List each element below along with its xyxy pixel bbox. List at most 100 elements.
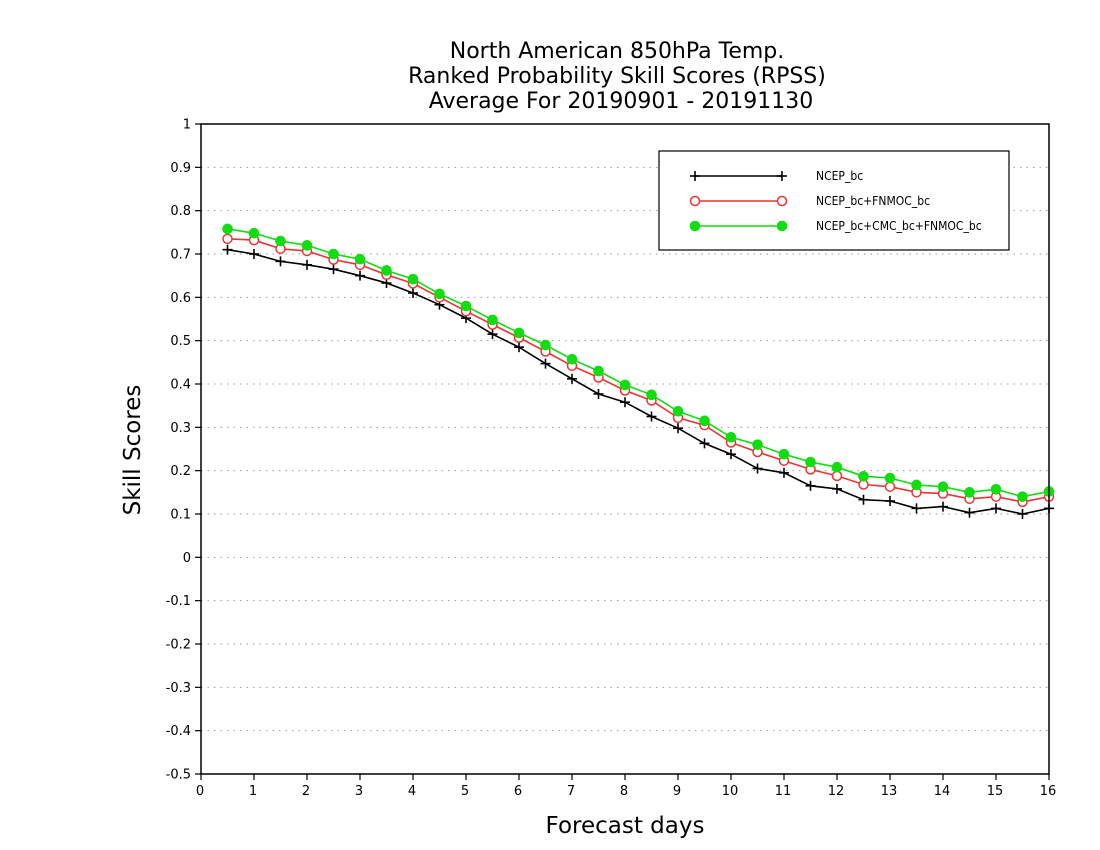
chart-title: North American 850hPa Temp. Ranked Proba… — [408, 39, 826, 114]
data-point — [699, 415, 710, 427]
data-point — [354, 253, 366, 265]
legend-marker — [689, 220, 701, 232]
data-point — [1017, 509, 1028, 519]
data-point — [884, 472, 896, 484]
data-point — [620, 397, 630, 408]
legend-label: NCEP_bc — [816, 169, 863, 183]
x-tick-label: 6 — [514, 784, 522, 799]
data-point — [805, 480, 816, 491]
data-point — [805, 456, 816, 468]
data-point — [302, 259, 312, 270]
data-point — [249, 249, 259, 259]
data-point — [990, 484, 1002, 495]
x-tick-label: 5 — [461, 784, 469, 799]
legend-marker — [690, 171, 700, 181]
x-tick-label: 13 — [881, 784, 898, 799]
y-tick-label: 0.4 — [170, 378, 191, 393]
data-point — [434, 288, 445, 300]
data-point — [248, 227, 260, 239]
legend-marker — [776, 220, 788, 232]
x-tick-label: 3 — [355, 784, 363, 799]
gridlines — [201, 166, 1049, 732]
data-point — [222, 244, 233, 255]
x-tick-label: 2 — [302, 784, 310, 799]
data-point — [672, 406, 684, 417]
y-tick-label: 0.5 — [170, 334, 191, 349]
y-tick-label: 0 — [183, 551, 191, 566]
x-tick-label: 11 — [775, 784, 792, 799]
data-point — [752, 463, 763, 474]
legend-marker — [776, 195, 788, 207]
data-series — [222, 223, 1055, 519]
data-point — [593, 365, 604, 377]
data-point — [301, 240, 313, 251]
data-point — [911, 503, 922, 514]
data-point — [991, 503, 1001, 514]
y-tick-label: 0.3 — [170, 421, 191, 436]
series-1 — [222, 244, 1054, 519]
data-point — [673, 423, 683, 434]
data-point — [937, 481, 949, 493]
y-axis-ticks: -0.5 -0.4 -0.3 -0.2 -0.1 0 0.1 0.2 0.3 0.4 0.5 0.6 0… — [166, 118, 201, 783]
x-tick-label: 7 — [567, 784, 575, 799]
x-tick-label: 15 — [987, 784, 1004, 799]
data-point — [938, 501, 948, 512]
x-tick-label: 4 — [408, 784, 416, 799]
y-tick-label: -0.5 — [166, 768, 191, 783]
y-tick-label: -0.3 — [166, 681, 191, 696]
data-point — [275, 235, 286, 247]
series-2 — [222, 233, 1055, 508]
data-point — [328, 248, 339, 260]
x-tick-label: 16 — [1040, 784, 1057, 799]
y-tick-label: 0.7 — [170, 248, 191, 263]
data-point — [355, 270, 365, 281]
y-tick-label: -0.1 — [166, 594, 191, 609]
y-tick-label: 0.2 — [170, 464, 191, 479]
x-tick-label: 0 — [196, 784, 204, 799]
x-axis-ticks: 0 1 2 3 4 5 6 7 8 9 10 11 12 13 14 15 16 — [196, 774, 1056, 799]
y-tick-label: -0.4 — [166, 724, 191, 739]
x-tick-label: 8 — [620, 784, 628, 799]
y-tick-label: 0.8 — [170, 204, 191, 219]
y-axis-label: Skill Scores — [120, 385, 146, 516]
data-point — [328, 264, 339, 275]
legend-entry: NCEP_bc — [690, 169, 863, 183]
data-point — [381, 265, 392, 276]
title-line-1: North American 850hPa Temp. — [450, 39, 785, 64]
data-point — [593, 388, 604, 399]
data-point — [619, 379, 631, 391]
data-point — [460, 300, 472, 312]
series-line — [227, 238, 1050, 503]
data-point — [513, 327, 525, 339]
y-tick-label: 0.6 — [170, 291, 191, 306]
legend-label: NCEP_bc+CMC_bc+FNMOC_bc — [816, 219, 982, 233]
title-line-2: Ranked Probability Skill Scores (RPSS) — [408, 64, 826, 89]
y-tick-label: 0.9 — [170, 161, 191, 176]
data-point — [222, 233, 233, 245]
data-point — [540, 358, 551, 369]
legend-entry: NCEP_bc+FNMOC_bc — [689, 194, 930, 208]
data-point — [222, 223, 233, 235]
legend-marker — [777, 171, 787, 181]
legend: NCEP_bc NCEP_bc+FNMOC_bc NCEP_bc+CMC_bc+FN… — [658, 150, 1010, 251]
data-point — [487, 329, 498, 340]
data-point — [725, 432, 737, 443]
y-tick-label: -0.2 — [166, 638, 191, 653]
series-line — [227, 248, 1050, 515]
legend-label: NCEP_bc+FNMOC_bc — [816, 194, 930, 208]
y-tick-label: 0.1 — [170, 508, 191, 523]
legend-marker — [689, 195, 701, 207]
data-point — [646, 411, 657, 422]
data-point — [540, 339, 551, 351]
data-point — [858, 471, 869, 482]
x-tick-label: 9 — [673, 784, 681, 799]
data-point — [275, 256, 286, 267]
data-point — [407, 273, 419, 285]
data-point — [831, 470, 843, 482]
x-tick-label: 10 — [722, 784, 739, 799]
legend-entry: NCEP_bc+CMC_bc+FNMOC_bc — [689, 219, 982, 233]
title-line-3: Average For 20190901 - 20191130 — [429, 89, 814, 114]
data-point — [858, 494, 869, 505]
x-tick-label: 1 — [249, 784, 257, 799]
